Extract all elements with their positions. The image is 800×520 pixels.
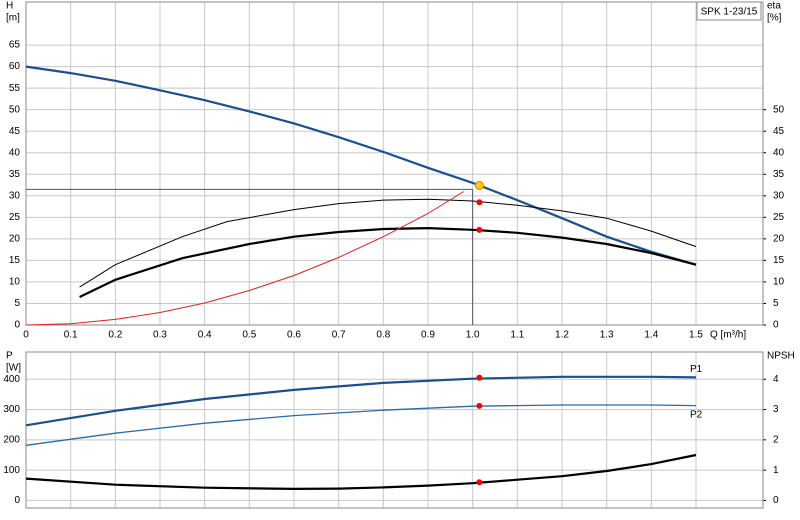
- title-box: [696, 1, 762, 21]
- y-tick-label: 60: [9, 61, 21, 72]
- y2-axis-label: eta: [767, 1, 781, 12]
- y-tick-label: 65: [9, 40, 21, 51]
- y-tick-label: 100: [3, 465, 20, 476]
- x-tick-label: 0.5: [242, 330, 256, 341]
- x-axis-label: Q [m³/h]: [710, 330, 746, 341]
- y-tick-label: 0: [14, 320, 20, 331]
- x-tick-label: 0.6: [287, 330, 301, 341]
- y2-tick-label: 40: [773, 147, 785, 158]
- y-tick-label: 35: [9, 169, 21, 180]
- point: [474, 180, 484, 190]
- x-tick-label: 0.2: [108, 330, 122, 341]
- curve: [25, 375, 697, 427]
- curve: [25, 191, 464, 326]
- series-label: P1: [690, 364, 703, 375]
- y-axis-unit: [W]: [6, 363, 21, 374]
- y-tick-label: 45: [9, 126, 21, 137]
- y2-tick-label: 25: [773, 212, 785, 223]
- y2-tick-label: 3: [773, 404, 779, 415]
- point: [476, 479, 483, 486]
- y-tick-label: 200: [3, 434, 20, 445]
- x-tick-label: 1.4: [644, 330, 658, 341]
- curve: [25, 453, 697, 491]
- y-tick-label: 40: [9, 147, 21, 158]
- x-tick-label: 0.8: [376, 330, 390, 341]
- y-tick-label: 10: [9, 277, 21, 288]
- x-tick-label: 0.7: [332, 330, 346, 341]
- x-tick-label: 1.5: [689, 330, 703, 341]
- y-tick-label: 5: [14, 298, 20, 309]
- y2-tick-label: 5: [773, 298, 779, 309]
- x-tick-label: 0.4: [198, 330, 212, 341]
- y2-tick-label: 20: [773, 234, 785, 245]
- curve: [79, 198, 697, 288]
- point: [476, 402, 483, 409]
- y2-tick-label: 2: [773, 434, 779, 445]
- x-tick-label: 1.2: [555, 330, 569, 341]
- y-tick-label: 0: [14, 495, 20, 506]
- y2-tick-label: 0: [773, 495, 779, 506]
- x-tick-label: 0.9: [421, 330, 435, 341]
- y2-tick-label: 4: [773, 374, 779, 385]
- y-tick-label: 15: [9, 255, 21, 266]
- plot-frame: [25, 351, 764, 509]
- y2-tick-label: 35: [773, 169, 785, 180]
- y-tick-label: 55: [9, 83, 21, 94]
- x-tick-label: 1.3: [600, 330, 614, 341]
- curve: [79, 226, 697, 298]
- y2-axis-label: NPSH: [767, 351, 795, 362]
- point: [476, 199, 483, 206]
- y-tick-label: 25: [9, 212, 21, 223]
- y-tick-label: 20: [9, 234, 21, 245]
- y2-tick-label: 15: [773, 255, 785, 266]
- x-tick-label: 1.0: [466, 330, 480, 341]
- y-tick-label: 50: [9, 104, 21, 115]
- curve: [25, 65, 697, 266]
- curve: [25, 404, 697, 446]
- x-tick-label: 1.1: [510, 330, 524, 341]
- y2-tick-label: 30: [773, 190, 785, 201]
- x-tick-label: 0.1: [64, 330, 78, 341]
- y-axis-unit: [m]: [6, 13, 20, 24]
- x-tick-label: 0.3: [153, 330, 167, 341]
- y2-tick-label: 45: [773, 126, 785, 137]
- y2-tick-label: 1: [773, 465, 779, 476]
- y-axis-label: H: [6, 1, 13, 12]
- y2-tick-label: 10: [773, 277, 785, 288]
- point: [476, 226, 483, 233]
- point: [476, 374, 483, 381]
- y-tick-label: 30: [9, 190, 21, 201]
- plot-frame: [25, 1, 764, 326]
- y2-axis-unit: [%]: [767, 13, 782, 24]
- y-tick-label: 400: [3, 374, 20, 385]
- y2-tick-label: 50: [773, 104, 785, 115]
- x-tick-label: 0: [23, 330, 29, 341]
- y-tick-label: 300: [3, 404, 20, 415]
- chart-title: SPK 1-23/15: [701, 7, 758, 18]
- y-axis-label: P: [6, 351, 13, 362]
- series-label: P2: [690, 409, 703, 420]
- y2-tick-label: 0: [773, 320, 779, 331]
